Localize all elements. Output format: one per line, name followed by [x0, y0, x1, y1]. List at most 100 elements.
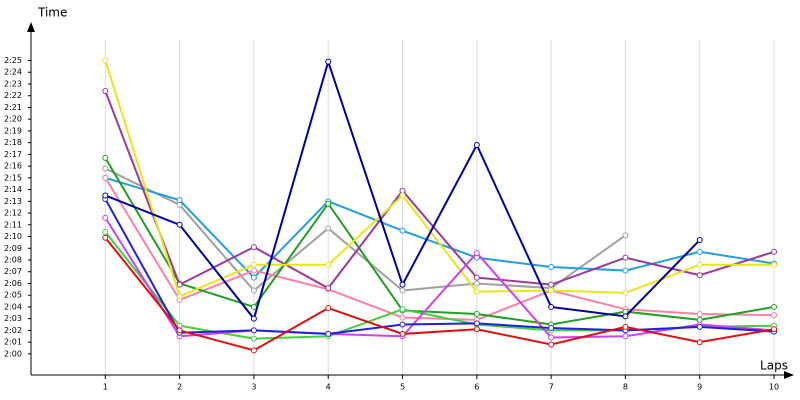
data-point — [250, 335, 257, 342]
y-tick-label: 2:08 — [4, 256, 22, 265]
data-point — [696, 237, 703, 244]
y-tick-label: 2:25 — [4, 56, 22, 65]
series-line — [104, 217, 775, 339]
y-tick-label: 2:00 — [4, 349, 22, 358]
data-point — [548, 303, 555, 310]
y-tick-label: 2:03 — [4, 314, 22, 323]
data-point — [771, 261, 778, 268]
data-point — [325, 285, 332, 292]
x-tick-label: 4 — [326, 383, 331, 392]
data-point — [548, 281, 555, 288]
data-point — [696, 261, 703, 268]
data-point — [696, 339, 703, 346]
data-point — [473, 310, 480, 317]
data-point — [399, 192, 406, 199]
data-point — [176, 327, 183, 334]
data-point — [250, 315, 257, 322]
y-tick-label: 2:05 — [4, 291, 22, 300]
data-point — [622, 254, 629, 261]
y-tick-label: 2:07 — [4, 267, 22, 276]
y-tick-label: 2:12 — [4, 209, 22, 218]
data-point — [250, 303, 257, 310]
data-point — [176, 293, 183, 300]
data-point — [548, 325, 555, 332]
y-tick-label: 2:20 — [4, 115, 22, 124]
y-tick-label: 2:14 — [4, 185, 22, 194]
series-line — [104, 237, 775, 352]
data-point — [771, 312, 778, 319]
data-point — [250, 267, 257, 274]
data-point — [473, 288, 480, 295]
x-tick-label: 3 — [251, 383, 256, 392]
y-tick-label: 2:21 — [4, 103, 22, 112]
y-tick-label: 2:11 — [4, 220, 22, 229]
x-tick-label: 6 — [474, 383, 479, 392]
data-point — [771, 326, 778, 333]
data-point — [325, 330, 332, 337]
data-point — [325, 261, 332, 268]
x-tick-label: 2 — [177, 383, 182, 392]
data-point — [696, 248, 703, 255]
data-point — [102, 57, 109, 64]
data-point — [399, 321, 406, 328]
data-point — [102, 192, 109, 199]
y-tick-label: 2:13 — [4, 197, 22, 206]
data-point — [102, 154, 109, 161]
x-tick-label: 9 — [697, 383, 702, 392]
x-axis-arrow — [784, 371, 794, 379]
data-point — [473, 249, 480, 256]
data-point — [250, 347, 257, 354]
y-tick-label: 2:22 — [4, 91, 22, 100]
x-tick-label: 1 — [103, 383, 108, 392]
x-tick-label: 5 — [400, 383, 405, 392]
data-point — [473, 326, 480, 333]
series-line — [104, 157, 775, 326]
series-line — [104, 198, 775, 335]
data-point — [696, 310, 703, 317]
series-line — [104, 177, 775, 321]
y-tick-label: 2:17 — [4, 150, 22, 159]
data-point — [325, 200, 332, 207]
data-point — [102, 174, 109, 181]
x-tick-label: 10 — [769, 383, 779, 392]
y-tick-label: 2:04 — [4, 302, 22, 311]
data-point — [102, 214, 109, 221]
data-point — [102, 228, 109, 235]
data-point — [250, 261, 257, 268]
y-tick-label: 2:16 — [4, 162, 22, 171]
y-axis-arrow — [27, 22, 35, 32]
y-tick-label: 2:06 — [4, 279, 22, 288]
y-tick-label: 2:24 — [4, 68, 22, 77]
data-point — [176, 221, 183, 228]
data-point — [325, 58, 332, 65]
y-tick-label: 2:23 — [4, 79, 22, 88]
data-point — [399, 330, 406, 337]
data-point — [250, 244, 257, 251]
y-tick-label: 2:01 — [4, 338, 22, 347]
data-point — [622, 333, 629, 340]
data-point — [473, 280, 480, 287]
data-point — [548, 287, 555, 294]
y-tick-label: 2:10 — [4, 232, 22, 241]
series-line — [104, 90, 775, 290]
data-point — [250, 327, 257, 334]
data-point — [102, 88, 109, 95]
x-tick-label: 8 — [623, 383, 628, 392]
data-point — [473, 320, 480, 327]
data-point — [622, 289, 629, 296]
data-point — [399, 227, 406, 234]
data-point — [548, 341, 555, 348]
data-point — [696, 323, 703, 330]
data-point — [771, 303, 778, 310]
y-tick-label: 2:19 — [4, 126, 22, 135]
x-tick-label: 7 — [549, 383, 554, 392]
y-tick-label: 2:18 — [4, 138, 22, 147]
data-point — [176, 281, 183, 288]
data-point — [250, 274, 257, 281]
data-point — [622, 232, 629, 239]
data-point — [102, 165, 109, 172]
data-point — [771, 248, 778, 255]
y-axis-label: Time — [37, 6, 67, 20]
